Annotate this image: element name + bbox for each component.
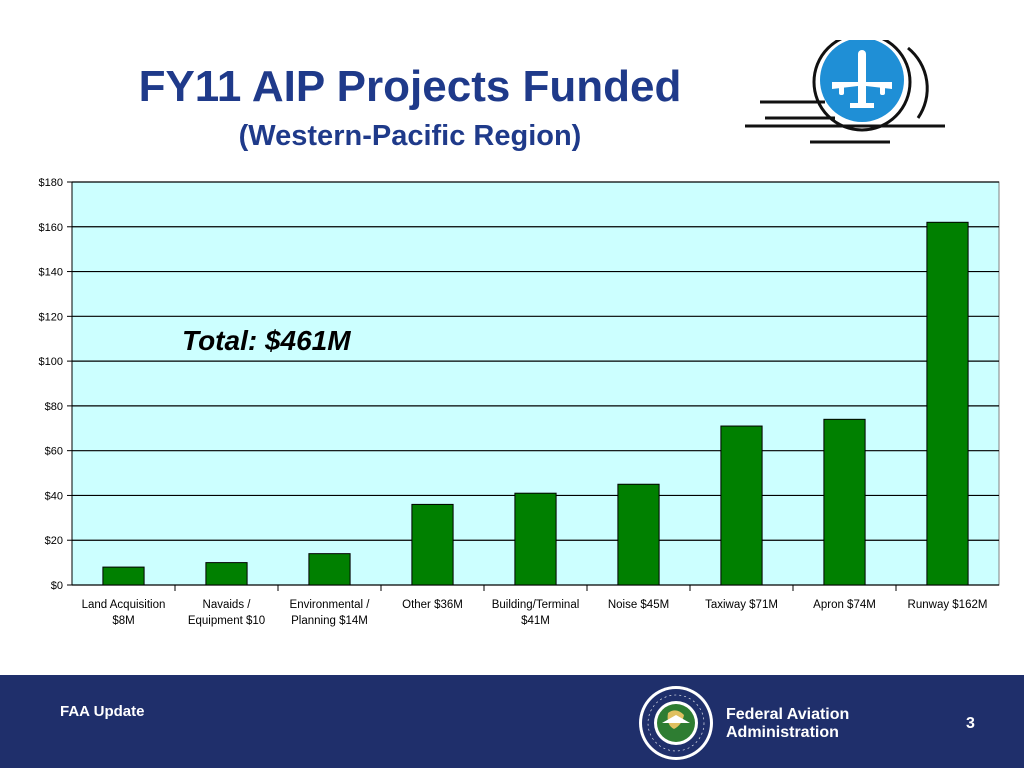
footer-label: FAA Update: [60, 703, 145, 720]
y-tick-label: $140: [39, 267, 63, 279]
bar-9: [926, 221, 969, 586]
faa-seal-icon: [639, 686, 713, 760]
bar-7: [720, 425, 763, 586]
x-tick-label: Other $36M: [402, 599, 463, 611]
agency-name-line2: Administration: [726, 724, 839, 741]
y-tick-label: $180: [39, 177, 63, 189]
x-tick-label: Environmental /: [290, 599, 371, 611]
x-tick-label: Runway $162M: [908, 599, 988, 611]
bar-3: [308, 553, 351, 586]
x-tick-label: Taxiway $71M: [705, 599, 778, 611]
agency-name-line1: Federal Aviation: [726, 706, 850, 723]
bar-8: [823, 418, 866, 586]
y-tick-label: $20: [45, 535, 63, 547]
x-tick-label: Equipment $10: [188, 615, 265, 627]
x-tick-label: Land Acquisition: [82, 599, 166, 611]
y-tick-label: $160: [39, 222, 63, 234]
x-tick-label: Building/Terminal: [492, 599, 580, 611]
x-tick-label: Navaids /: [203, 599, 252, 611]
y-tick-label: $120: [39, 311, 63, 323]
page-number: 3: [966, 715, 975, 732]
bar-4: [411, 503, 454, 586]
x-tick-label: $41M: [521, 615, 550, 627]
y-tick-label: $100: [39, 356, 63, 368]
footer-bar: FAA Update Federal Aviation Administrati…: [0, 675, 1024, 768]
bar-chart: $0 $20 $40 $60 $80 $100 $120 $140 $160 $180 Land A…: [39, 177, 1000, 627]
bar-1: [102, 566, 145, 586]
total-annotation: Total: $461M: [182, 325, 351, 356]
airplane-logo-icon: [745, 40, 945, 144]
x-tick-label: Apron $74M: [813, 599, 876, 611]
bar-6: [617, 483, 660, 586]
bar-2: [205, 562, 248, 586]
y-tick-label: $60: [45, 446, 63, 458]
x-tick-label: Noise $45M: [608, 599, 669, 611]
x-tick-label: Planning $14M: [291, 615, 368, 627]
y-tick-label: $40: [45, 490, 63, 502]
slide-title: FY11 AIP Projects Funded: [138, 62, 682, 111]
y-tick-label: $0: [51, 580, 63, 592]
x-tick-label: $8M: [112, 615, 134, 627]
bar-5: [514, 492, 557, 586]
slide-subtitle: (Western-Pacific Region): [238, 120, 582, 152]
agency-name: Federal Aviation Administration: [726, 706, 849, 742]
y-tick-label: $80: [45, 401, 63, 413]
